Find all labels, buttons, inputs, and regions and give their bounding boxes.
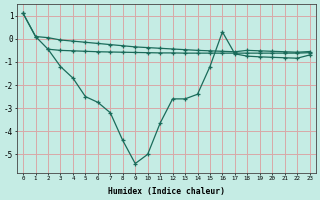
X-axis label: Humidex (Indice chaleur): Humidex (Indice chaleur) (108, 187, 225, 196)
